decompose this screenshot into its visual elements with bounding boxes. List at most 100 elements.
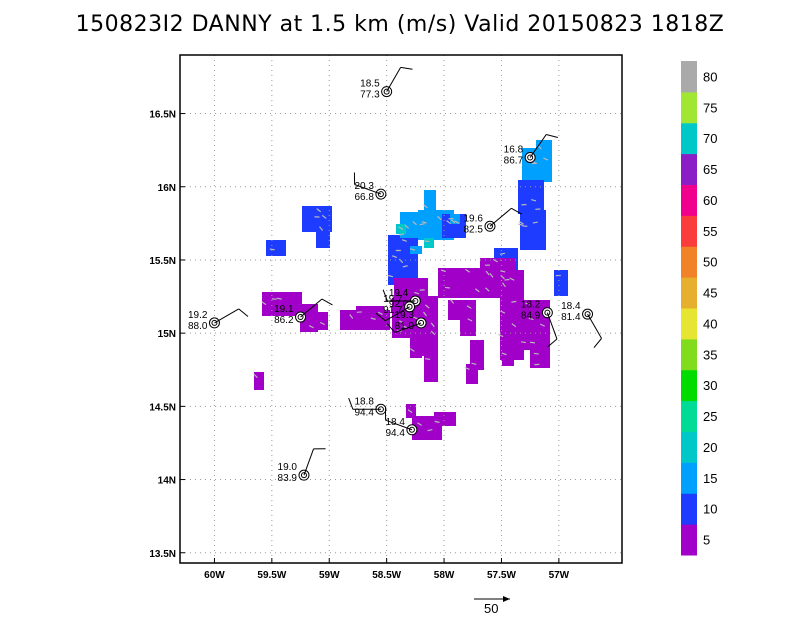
wind-barb-flag bbox=[382, 289, 388, 302]
wind-cell bbox=[466, 364, 478, 384]
wind-cell bbox=[262, 292, 302, 316]
wind-cell bbox=[502, 346, 514, 366]
wind-arrow bbox=[269, 248, 275, 251]
wind-cell bbox=[318, 312, 328, 330]
colorbar-label: 35 bbox=[703, 347, 717, 362]
station-value-label: 94.4 bbox=[385, 428, 405, 439]
wind-cell bbox=[356, 306, 384, 316]
wind-arrow bbox=[504, 278, 510, 281]
colorbar-swatch bbox=[681, 400, 697, 432]
y-tick-label: 16N bbox=[158, 183, 176, 194]
station-ring-inner bbox=[527, 154, 534, 161]
station-temp-label: 20.3 bbox=[354, 181, 374, 192]
wind-arrow bbox=[413, 316, 419, 320]
wind-barb-flag bbox=[386, 323, 396, 333]
colorbar-label: 15 bbox=[703, 471, 717, 486]
station-marker: 18.284.9 bbox=[521, 300, 558, 348]
wind-barb bbox=[529, 134, 547, 158]
wind-arrow bbox=[419, 223, 425, 226]
colorbar-swatch bbox=[681, 524, 697, 556]
wind-barb bbox=[300, 298, 323, 318]
wind-arrow bbox=[437, 215, 442, 221]
station-temp-label: 19.4 bbox=[389, 288, 409, 299]
x-tick-label: 60W bbox=[204, 570, 225, 581]
wind-arrow bbox=[529, 341, 536, 344]
colorbar-label: 55 bbox=[703, 224, 717, 239]
wind-arrow bbox=[430, 322, 435, 328]
wind-arrow bbox=[440, 269, 446, 273]
wind-arrow bbox=[518, 221, 524, 225]
wind-arrow bbox=[471, 362, 477, 366]
colorbar-label: 80 bbox=[703, 69, 717, 84]
wind-arrow bbox=[434, 420, 440, 423]
x-tick-label: 58.5W bbox=[372, 570, 401, 581]
wind-barb bbox=[546, 312, 558, 340]
wind-cell bbox=[394, 278, 428, 298]
wind-arrow bbox=[407, 409, 413, 414]
wind-barb-flag bbox=[348, 397, 354, 410]
wind-arrow bbox=[509, 277, 515, 281]
x-tick-label: 59W bbox=[319, 570, 340, 581]
wind-barb bbox=[587, 313, 602, 339]
wind-arrow bbox=[417, 422, 422, 426]
station-value-label: 81.0 bbox=[395, 321, 415, 332]
wind-arrow bbox=[528, 317, 534, 321]
wind-cell bbox=[406, 404, 416, 418]
wind-arrow bbox=[530, 198, 537, 202]
wind-arrow bbox=[402, 265, 408, 268]
wind-arrow bbox=[539, 323, 545, 327]
colorbar-swatch bbox=[681, 215, 697, 247]
wind-arrow bbox=[308, 325, 314, 329]
x-tick-label: 57W bbox=[549, 570, 570, 581]
wind-arrow bbox=[444, 286, 451, 289]
station-value-label: 81.4 bbox=[561, 312, 581, 323]
wind-arrow bbox=[425, 358, 431, 361]
wind-arrow bbox=[399, 233, 405, 236]
wind-cell bbox=[410, 246, 422, 254]
plot-frame bbox=[179, 54, 623, 564]
colorbar-label: 20 bbox=[703, 440, 717, 455]
wind-arrow bbox=[391, 255, 398, 259]
wind-cell bbox=[536, 140, 552, 154]
wind-arrow bbox=[318, 226, 324, 231]
wind-cell bbox=[434, 412, 456, 426]
wind-barb bbox=[385, 419, 413, 431]
wind-barb-flag bbox=[375, 312, 386, 322]
wind-cell bbox=[554, 270, 568, 296]
wind-barb-flag bbox=[400, 66, 413, 70]
y-tick-label: 15.5N bbox=[149, 256, 176, 267]
wind-barb-flag bbox=[546, 134, 558, 138]
colorbar-label: 60 bbox=[703, 193, 717, 208]
station-marker: 19.682.5 bbox=[464, 207, 523, 235]
station-temp-label: 19.7 bbox=[383, 294, 403, 305]
station-marker: 19.083.9 bbox=[278, 448, 326, 484]
wind-barb bbox=[354, 184, 382, 195]
wind-arrow bbox=[500, 310, 506, 314]
wind-cell bbox=[470, 340, 484, 370]
wind-arrow bbox=[501, 352, 507, 356]
station-marker: 19.381.0 bbox=[386, 310, 427, 333]
colorbar-swatch bbox=[681, 153, 697, 185]
station-temp-label: 19.3 bbox=[395, 310, 415, 321]
station-value-label: 94.4 bbox=[354, 407, 374, 418]
station-value-label: 82.5 bbox=[464, 224, 484, 235]
wind-arrow bbox=[321, 214, 327, 219]
station-ring-inner bbox=[297, 314, 304, 321]
wind-arrow bbox=[500, 275, 505, 280]
station-marker: 16.886.7 bbox=[504, 134, 558, 166]
wind-arrow bbox=[424, 304, 430, 309]
wind-arrow bbox=[465, 268, 470, 273]
wind-cell bbox=[424, 190, 436, 212]
wind-arrow bbox=[454, 220, 460, 224]
wind-arrow bbox=[543, 157, 549, 161]
wind-cell bbox=[450, 214, 460, 224]
y-tick-label: 14N bbox=[158, 476, 176, 487]
station-temp-label: 19.6 bbox=[464, 213, 484, 224]
wind-arrow bbox=[525, 302, 531, 305]
wind-arrow bbox=[498, 334, 504, 338]
station-layer: 18.577.3 16.886.7 20.366.8 19.682.5 19.492.0… bbox=[188, 66, 602, 484]
station-marker: 20.366.8 bbox=[353, 172, 387, 203]
station-marker: 18.481.4 bbox=[561, 301, 602, 348]
wind-cell bbox=[266, 240, 286, 256]
